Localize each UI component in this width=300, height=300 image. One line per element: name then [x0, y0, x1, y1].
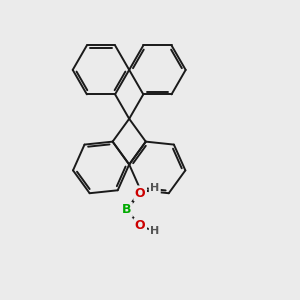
Text: H: H	[150, 226, 159, 236]
Text: O: O	[135, 187, 146, 200]
Text: H: H	[150, 183, 159, 193]
Text: O: O	[135, 219, 146, 232]
Text: B: B	[122, 203, 131, 216]
